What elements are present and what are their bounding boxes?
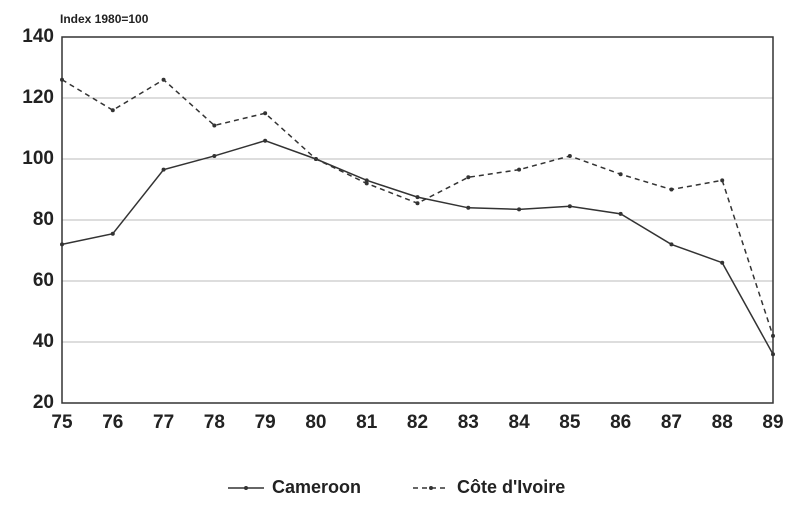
point <box>567 153 572 158</box>
point <box>517 207 522 212</box>
point <box>415 195 420 200</box>
point <box>618 211 623 216</box>
x-tick-label: 84 <box>509 412 531 433</box>
x-tick-label: 89 <box>762 412 783 433</box>
point <box>60 242 64 247</box>
y-tick-label: 100 <box>22 148 54 169</box>
point <box>60 77 64 82</box>
point <box>771 352 775 357</box>
point <box>364 178 369 183</box>
y-tick-label: 60 <box>33 270 54 291</box>
series-line <box>61 139 774 355</box>
y-tick-label: 120 <box>22 87 54 108</box>
x-tick-label: 87 <box>661 412 682 433</box>
y-tick-label: 20 <box>33 392 54 413</box>
legend-label: Côte d'Ivoire <box>457 477 565 497</box>
x-tick-label: 80 <box>305 412 326 433</box>
x-tick-label: 75 <box>51 412 73 433</box>
point <box>618 172 623 177</box>
point <box>263 111 268 116</box>
legend-label: Cameroon <box>272 477 361 497</box>
point <box>567 204 572 209</box>
x-tick-label: 78 <box>204 412 225 433</box>
y-tick-label: 40 <box>33 331 54 352</box>
point <box>313 157 318 161</box>
x-tick-label: 88 <box>712 412 733 433</box>
point <box>212 153 217 158</box>
point <box>161 167 166 172</box>
point <box>161 77 166 82</box>
x-tick-label: 79 <box>255 412 276 433</box>
point <box>720 178 725 183</box>
point <box>669 242 674 247</box>
point <box>110 108 115 113</box>
point <box>466 175 471 180</box>
point <box>212 123 217 128</box>
x-tick-label: 82 <box>407 412 428 433</box>
x-tick-label: 81 <box>356 412 378 433</box>
x-tick-label: 83 <box>458 412 479 433</box>
x-tick-label: 77 <box>153 412 174 433</box>
point <box>517 167 522 172</box>
point <box>771 333 775 338</box>
point <box>720 260 725 265</box>
x-tick-label: 76 <box>102 412 123 433</box>
point <box>466 205 471 210</box>
point <box>110 231 115 236</box>
x-tick-label: 85 <box>559 412 581 433</box>
plot-frame <box>61 36 774 404</box>
point <box>364 181 369 186</box>
axis-label: Index 1980=100 <box>60 12 149 26</box>
x-tick-label: 86 <box>610 412 631 433</box>
point <box>415 201 420 206</box>
series-line <box>61 78 774 337</box>
legend-dot <box>429 486 433 490</box>
y-tick-label: 80 <box>33 209 54 230</box>
point <box>669 187 674 192</box>
point <box>263 138 268 143</box>
y-tick-label: 140 <box>22 26 54 47</box>
legend-dot <box>244 486 248 490</box>
